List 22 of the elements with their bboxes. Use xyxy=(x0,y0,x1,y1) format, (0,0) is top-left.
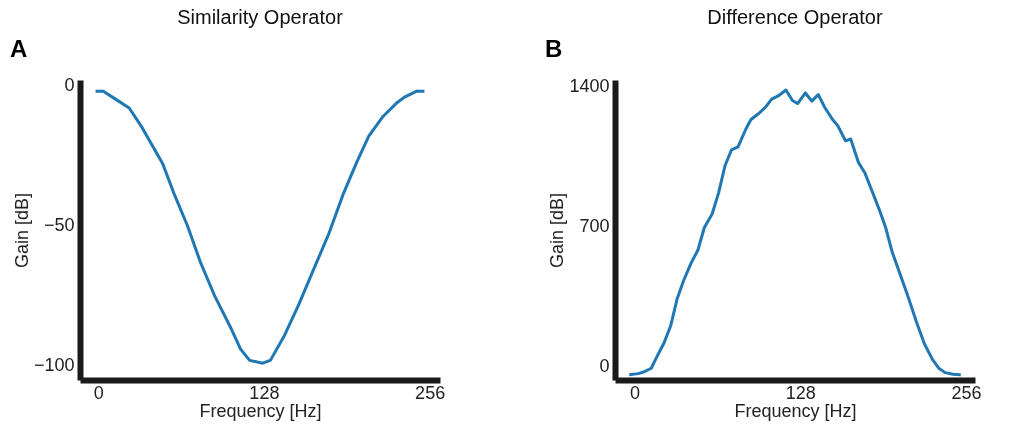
x-tick-label: 256 xyxy=(415,382,446,403)
x-axis-title: Frequency [Hz] xyxy=(734,400,857,421)
y-axis-title: Gain [dB] xyxy=(11,192,32,269)
text: A xyxy=(10,35,28,62)
line-series xyxy=(627,88,963,377)
y-tick-label: −100 xyxy=(33,355,75,376)
chart-title: Similarity Operator xyxy=(177,6,344,28)
line-series xyxy=(94,89,426,365)
text: B xyxy=(545,35,563,62)
y-tick-label: −50 xyxy=(43,215,75,236)
x-tick-label: 0 xyxy=(93,382,104,403)
y-tick-label: 0 xyxy=(64,75,75,96)
chart-title: Difference Operator xyxy=(707,6,883,28)
x-tick-label: 0 xyxy=(629,382,640,403)
y-axis-title: Gain [dB] xyxy=(547,192,568,269)
y-tick-label: 0 xyxy=(599,355,610,376)
x-tick-label: 128 xyxy=(249,382,280,403)
x-tick-label: 256 xyxy=(951,382,982,403)
y-tick-label: 1400 xyxy=(569,76,610,97)
x-axis-title: Frequency [Hz] xyxy=(199,400,322,421)
y-tick-label: 700 xyxy=(579,216,610,237)
x-tick-label: 128 xyxy=(785,382,816,403)
